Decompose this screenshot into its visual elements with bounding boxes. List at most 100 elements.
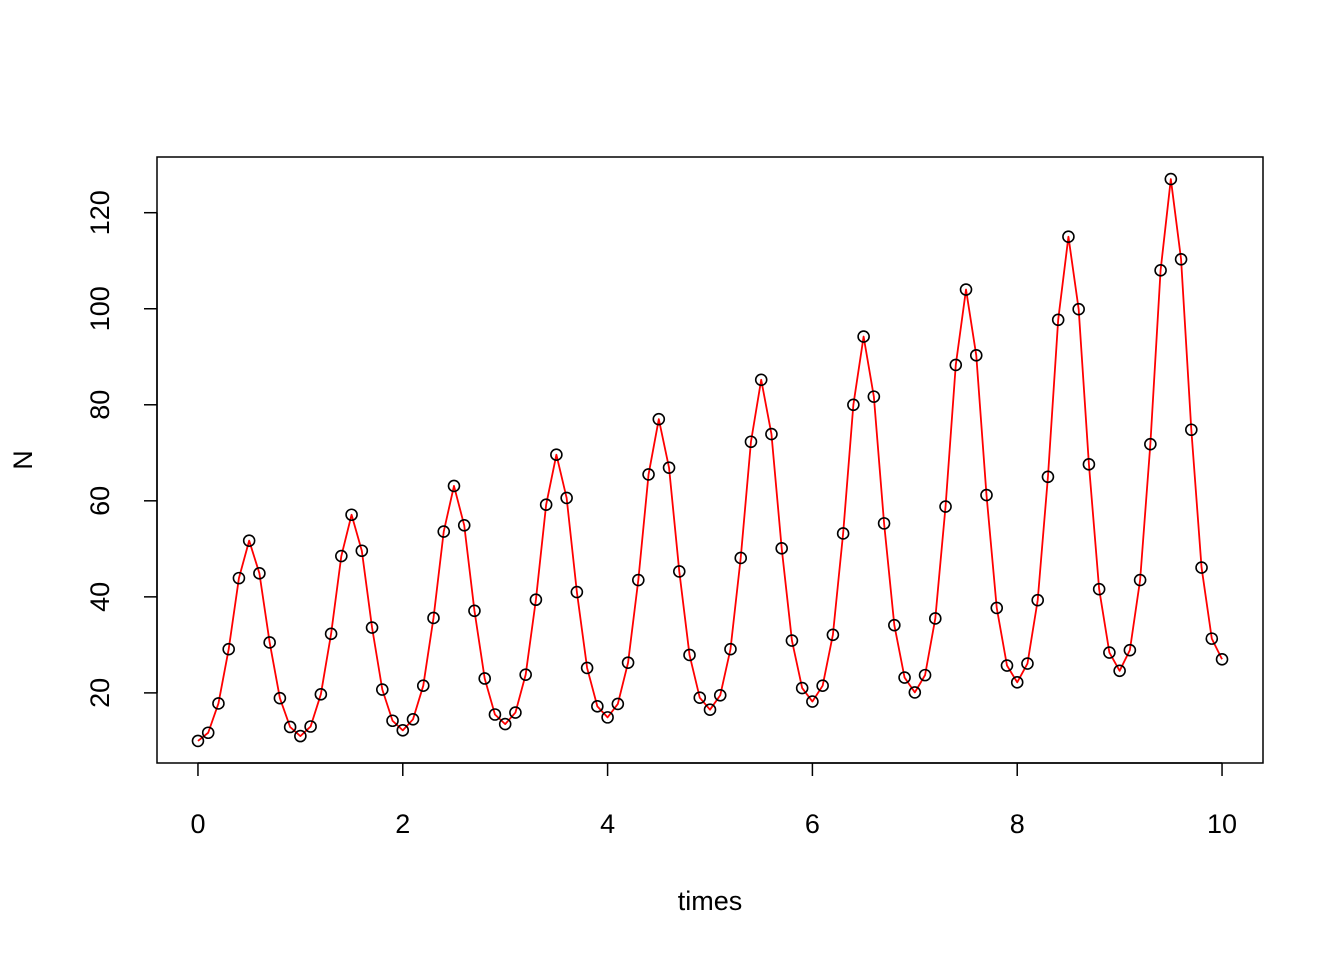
data-point: [416, 679, 430, 692]
data-point: [662, 461, 676, 474]
x-tick-label: 8: [1010, 809, 1025, 839]
x-tick-label: 4: [600, 809, 615, 839]
data-point: [550, 448, 563, 462]
data-point: [242, 534, 256, 547]
data-point: [427, 611, 440, 625]
data-point: [283, 720, 297, 734]
data-point: [1051, 313, 1065, 327]
data-point: [437, 525, 451, 538]
x-tick-label: 6: [805, 809, 820, 839]
fitted-line-series: [197, 178, 1223, 742]
data-point: [652, 412, 666, 426]
data-point: [826, 628, 840, 642]
y-tick-label: 120: [85, 190, 115, 235]
data-point: [918, 668, 932, 682]
data-point: [765, 427, 778, 441]
series-line-path: [197, 178, 1223, 742]
y-tick-label: 100: [85, 286, 115, 331]
data-point: [744, 435, 758, 449]
data-point: [447, 479, 461, 493]
data-point: [754, 373, 768, 387]
data-point: [672, 565, 686, 578]
data-point: [509, 706, 522, 719]
data-point: [806, 695, 819, 708]
data-point: [1205, 632, 1219, 645]
observed-points-series: [191, 172, 1229, 748]
data-point: [724, 642, 737, 656]
data-point: [857, 330, 870, 343]
data-point: [1082, 458, 1096, 471]
data-point: [611, 697, 625, 711]
data-point: [478, 672, 492, 685]
data-point: [713, 688, 727, 702]
data-point: [396, 724, 410, 737]
data-point: [519, 668, 532, 681]
data-point: [529, 593, 543, 607]
data-point: [1072, 302, 1085, 316]
data-point: [375, 683, 389, 696]
x-axis: 0 2 4 6 8 10: [190, 762, 1237, 839]
y-tick-label: 60: [85, 486, 115, 516]
data-point: [468, 604, 481, 618]
data-point: [867, 390, 881, 403]
data-point: [1041, 470, 1055, 484]
data-point: [816, 679, 829, 692]
data-point: [1113, 664, 1126, 678]
data-point: [191, 734, 205, 748]
data-point: [1185, 423, 1198, 437]
data-point: [775, 542, 788, 555]
data-point: [908, 686, 922, 699]
data-point: [1144, 437, 1157, 451]
data-point: [898, 671, 911, 684]
data-point: [1031, 593, 1045, 607]
data-point: [621, 656, 635, 669]
data-point: [949, 358, 963, 372]
data-point: [980, 488, 993, 502]
data-point: [601, 711, 614, 724]
data-point: [273, 691, 287, 705]
data-point: [1215, 652, 1229, 666]
data-point: [847, 398, 860, 412]
data-point: [324, 627, 338, 641]
data-point: [928, 612, 942, 625]
y-tick-label: 80: [85, 390, 115, 420]
data-point: [263, 636, 276, 649]
data-point: [969, 349, 983, 362]
data-point: [212, 697, 225, 710]
data-point: [457, 519, 471, 532]
data-point: [355, 544, 369, 558]
data-point: [591, 700, 604, 713]
data-point: [386, 714, 399, 728]
data-point: [693, 691, 707, 704]
data-point: [959, 283, 973, 296]
data-point: [1010, 676, 1024, 689]
data-point: [232, 571, 246, 585]
data-point: [222, 642, 235, 656]
data-point: [406, 713, 420, 726]
x-tick-label: 10: [1207, 809, 1237, 839]
data-point: [570, 585, 584, 599]
x-axis-title: times: [678, 886, 743, 916]
data-point: [488, 708, 502, 721]
data-point: [642, 468, 655, 481]
data-point: [836, 527, 850, 540]
data-point: [1195, 561, 1208, 574]
y-axis-title: N: [8, 450, 38, 470]
data-point: [1062, 230, 1075, 244]
y-tick-label: 40: [85, 582, 115, 612]
data-point: [201, 726, 215, 740]
data-point: [1133, 573, 1147, 587]
plot-box: [156, 156, 1264, 764]
data-point: [785, 634, 799, 647]
data-point: [939, 500, 952, 513]
data-point: [795, 681, 809, 695]
data-point: [1123, 643, 1137, 657]
data-point: [580, 661, 594, 675]
x-tick-label: 2: [395, 809, 410, 839]
data-point: [683, 648, 696, 662]
data-point: [1021, 657, 1034, 670]
data-point: [877, 517, 891, 530]
data-point: [253, 567, 266, 580]
